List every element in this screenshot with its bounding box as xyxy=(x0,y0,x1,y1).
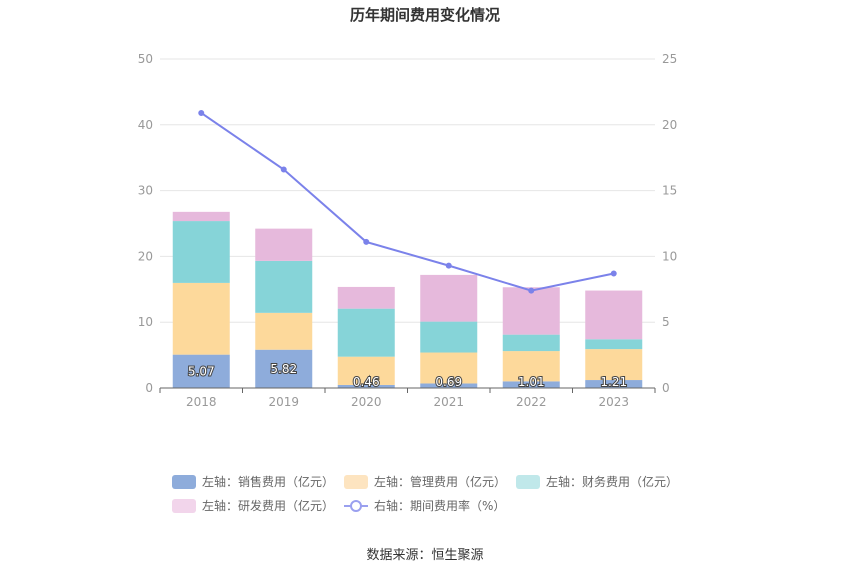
legend-swatch xyxy=(516,475,540,489)
right-tick-label: 20 xyxy=(662,118,677,132)
legend-swatch xyxy=(172,499,196,513)
bar-segment xyxy=(172,354,230,388)
legend-line-marker xyxy=(350,500,362,512)
bar-segment xyxy=(585,380,643,388)
left-tick-label: 50 xyxy=(138,52,153,66)
left-tick-label: 10 xyxy=(138,315,153,329)
bar-segment xyxy=(502,351,560,382)
bar-series xyxy=(172,211,643,388)
bar-segment xyxy=(337,286,395,309)
data-labels: 5.07 5.82 0.46 0.69 1.01 1.21 xyxy=(187,361,628,390)
legend-item[interactable]: 左轴：研发费用（亿元） xyxy=(172,498,334,513)
rate-point xyxy=(280,166,287,173)
bar-segment xyxy=(502,287,560,335)
data-label: 0.46 xyxy=(353,375,380,389)
x-tick-label: 2019 xyxy=(268,395,299,409)
bar-segment xyxy=(420,352,478,384)
line-series xyxy=(198,109,617,294)
rate-point xyxy=(198,109,205,116)
bar-segment xyxy=(255,312,313,350)
left-tick-label: 30 xyxy=(138,184,153,198)
bar-segment xyxy=(420,383,478,388)
rate-point xyxy=(610,270,617,277)
data-label: 1.21 xyxy=(600,375,627,389)
data-label: 1.01 xyxy=(518,375,545,389)
right-tick-label: 15 xyxy=(662,184,677,198)
legend-item[interactable]: 右轴：期间费用率（%） xyxy=(344,498,505,513)
grid-lines xyxy=(160,58,655,323)
x-tick-label: 2020 xyxy=(351,395,382,409)
chart-title: 历年期间费用变化情况 xyxy=(350,6,500,24)
bar-segment xyxy=(255,349,313,388)
right-axis: 0 5 10 15 20 25 xyxy=(662,52,677,395)
x-tick-label: 2023 xyxy=(598,395,629,409)
legend-label: 右轴：期间费用率（%） xyxy=(374,498,505,513)
bar-segment xyxy=(585,339,643,350)
legend-swatch xyxy=(172,475,196,489)
data-source: 数据来源：恒生聚源 xyxy=(366,548,483,563)
bar-segment xyxy=(502,334,560,352)
right-tick-label: 5 xyxy=(662,315,670,329)
right-tick-label: 25 xyxy=(662,52,677,66)
bar-segment xyxy=(420,274,478,322)
bar-segment xyxy=(255,260,313,313)
bar-segment xyxy=(337,308,395,357)
bar-segment xyxy=(585,349,643,381)
legend-item[interactable]: 左轴：销售费用（亿元） xyxy=(172,474,334,489)
legend-label: 左轴：管理费用（亿元） xyxy=(374,474,506,489)
left-tick-label: 20 xyxy=(138,249,153,263)
rate-point xyxy=(528,287,535,294)
legend-label: 左轴：销售费用（亿元） xyxy=(202,474,334,489)
bar-segment xyxy=(420,321,478,353)
rate-point xyxy=(445,262,452,269)
data-label: 5.07 xyxy=(188,364,215,378)
legend-item[interactable]: 左轴：管理费用（亿元） xyxy=(344,474,506,489)
right-tick-label: 0 xyxy=(662,381,670,395)
x-tick-label: 2018 xyxy=(186,395,217,409)
left-axis: 0 10 20 30 40 50 xyxy=(138,52,153,395)
bar-segment xyxy=(337,384,395,388)
bar-segment xyxy=(337,356,395,385)
left-tick-label: 40 xyxy=(138,118,153,132)
legend-label: 左轴：财务费用（亿元） xyxy=(546,474,678,489)
rate-point xyxy=(363,238,370,245)
right-tick-label: 10 xyxy=(662,249,677,263)
x-tick-label: 2021 xyxy=(433,395,464,409)
bar-segment xyxy=(172,282,230,355)
bar-segment xyxy=(172,211,230,222)
left-tick-label: 0 xyxy=(145,381,153,395)
bar-segment xyxy=(172,221,230,283)
x-tick-label: 2022 xyxy=(516,395,547,409)
bar-segment xyxy=(585,290,643,340)
legend[interactable]: 左轴：销售费用（亿元） 左轴：管理费用（亿元） 左轴：财务费用（亿元） 左轴：研发费用… xyxy=(172,474,678,513)
data-label: 0.69 xyxy=(435,375,462,389)
x-axis: 2018 2019 2020 2021 2022 2023 xyxy=(159,387,656,409)
bar-segment xyxy=(255,228,313,261)
legend-item[interactable]: 左轴：财务费用（亿元） xyxy=(516,474,678,489)
rate-line xyxy=(200,112,614,292)
legend-label: 左轴：研发费用（亿元） xyxy=(202,498,334,513)
legend-swatch xyxy=(344,475,368,489)
data-label: 5.82 xyxy=(270,362,297,376)
bar-segment xyxy=(502,381,560,388)
